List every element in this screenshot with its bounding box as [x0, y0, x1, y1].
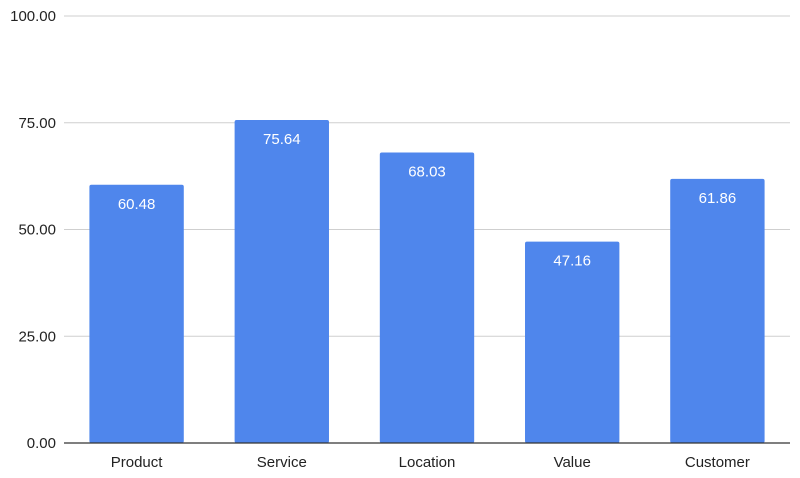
- bar: [234, 120, 329, 443]
- y-tick-label: 25.00: [18, 328, 56, 345]
- y-tick-label: 50.00: [18, 222, 56, 239]
- y-axis-ticks: 0.00 25.00 50.00 75.00 100.00: [10, 8, 56, 452]
- bar-value-label: 68.03: [408, 164, 446, 181]
- y-tick-label: 75.00: [18, 115, 56, 132]
- bar: [525, 241, 620, 443]
- y-tick-label: 100.00: [10, 8, 56, 25]
- x-tick-label: Service: [257, 454, 307, 471]
- bar-value-label: 61.86: [699, 190, 737, 207]
- x-tick-label: Value: [554, 454, 591, 471]
- data-labels: 60.48 75.64 68.03 47.16 61.86: [118, 131, 736, 270]
- x-axis-ticks: Product Service Location Value Customer: [111, 454, 750, 471]
- x-tick-label: Customer: [685, 454, 750, 471]
- x-tick-label: Product: [111, 454, 164, 471]
- y-tick-label: 0.00: [27, 435, 56, 452]
- bar-value-label: 47.16: [553, 253, 591, 270]
- bars: [89, 120, 765, 444]
- bar: [670, 178, 765, 444]
- x-tick-label: Location: [399, 454, 456, 471]
- bar: [89, 184, 184, 443]
- bar-value-label: 60.48: [118, 196, 156, 213]
- bar-value-label: 75.64: [263, 131, 301, 148]
- bar: [379, 152, 475, 443]
